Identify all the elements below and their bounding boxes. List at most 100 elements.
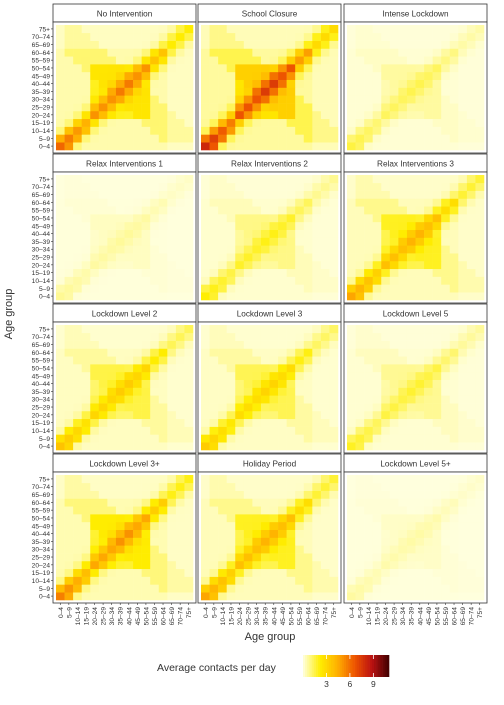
- heatmap-cell: [64, 418, 74, 427]
- heatmap-cell: [355, 371, 365, 380]
- heatmap-cell: [424, 475, 433, 484]
- heatmap-cell: [124, 237, 134, 246]
- heatmap-cell: [415, 340, 425, 349]
- heatmap-cell: [389, 514, 399, 523]
- heatmap-cell: [158, 268, 168, 277]
- heatmap-cell: [424, 260, 433, 270]
- heatmap-cell: [260, 584, 270, 593]
- heatmap-cell: [218, 418, 227, 427]
- heatmap-cell: [64, 95, 74, 104]
- heatmap-cell: [278, 79, 287, 88]
- heatmap-cell: [115, 48, 125, 57]
- heatmap-cell: [381, 475, 391, 484]
- heatmap-cell: [347, 134, 356, 143]
- heatmap-cell: [329, 32, 339, 41]
- heatmap-cell: [243, 276, 253, 285]
- heatmap-cell: [432, 103, 442, 112]
- heatmap-cell: [158, 592, 168, 601]
- heatmap-cell: [184, 545, 194, 554]
- heatmap-cell: [64, 332, 74, 341]
- heatmap-cell: [243, 514, 253, 523]
- heatmap-cell: [201, 260, 210, 270]
- heatmap-cell: [432, 514, 442, 523]
- heatmap-cell: [184, 198, 194, 207]
- heatmap-cell: [115, 553, 125, 562]
- heatmap-cell: [278, 553, 287, 562]
- heatmap-cell: [201, 364, 210, 373]
- x-tick-label: 5–9: [66, 607, 73, 618]
- heatmap-cell: [235, 276, 245, 285]
- heatmap-cell: [56, 568, 65, 577]
- legend-color-step: [352, 655, 355, 677]
- heatmap-cell: [398, 198, 408, 207]
- x-tick-label: 55–59: [297, 607, 304, 626]
- heatmap-cell: [329, 175, 339, 184]
- heatmap-cell: [201, 103, 210, 112]
- heatmap-cell: [115, 568, 125, 577]
- heatmap-cell: [243, 292, 253, 301]
- heatmap-cell: [303, 332, 313, 341]
- heatmap-cell: [141, 56, 151, 65]
- heatmap-cell: [303, 284, 313, 293]
- heatmap-cell: [449, 529, 459, 538]
- heatmap-cell: [295, 325, 305, 334]
- heatmap-cell: [90, 545, 100, 554]
- heatmap-cell: [115, 198, 125, 207]
- y-tick-label: 30–34: [32, 97, 51, 104]
- heatmap-cell: [415, 134, 425, 143]
- heatmap-cell: [364, 568, 373, 577]
- heatmap-cell: [355, 356, 365, 365]
- heatmap-cell: [73, 182, 82, 191]
- heatmap-cell: [167, 40, 177, 49]
- heatmap-cell: [252, 64, 262, 73]
- heatmap-cell: [133, 103, 142, 112]
- heatmap-cell: [252, 198, 262, 207]
- heatmap-cell: [243, 506, 253, 515]
- heatmap-cell: [320, 332, 330, 341]
- heatmap-cell: [329, 442, 339, 451]
- heatmap-cell: [398, 568, 408, 577]
- heatmap-cell: [441, 79, 451, 88]
- heatmap-cell: [260, 110, 270, 120]
- heatmap-cell: [115, 260, 125, 270]
- x-tick-label: 70–74: [178, 607, 185, 626]
- heatmap-cell: [458, 48, 468, 57]
- heatmap-cell: [90, 229, 100, 238]
- heatmap-cell: [415, 325, 425, 334]
- heatmap-cell: [56, 348, 65, 357]
- heatmap-cell: [475, 95, 485, 104]
- panel: No Intervention0–45–910–1415–1920–2425–2…: [32, 3, 197, 154]
- heatmap-cell: [424, 142, 433, 151]
- heatmap-cell: [278, 332, 287, 341]
- x-tick-label: 10–14: [366, 607, 373, 626]
- heatmap-cell: [64, 584, 74, 593]
- heatmap-cell: [56, 64, 65, 73]
- heatmap-cell: [201, 182, 210, 191]
- heatmap-cell: [175, 175, 185, 184]
- panel: Lockdown Level 5+0–4 5–9 10–14 15–19 20–24 25…: [343, 453, 488, 626]
- heatmap-cell: [226, 237, 236, 246]
- heatmap-cell: [81, 48, 91, 57]
- heatmap-cell: [406, 198, 416, 207]
- heatmap-cell: [141, 276, 151, 285]
- heatmap-cell: [260, 284, 270, 293]
- heatmap-cell: [278, 426, 287, 435]
- heatmap-cell: [295, 584, 305, 593]
- heatmap-cell: [389, 190, 399, 199]
- y-tick-label: 40–44: [32, 381, 51, 388]
- y-tick-label: 10–14: [32, 578, 51, 585]
- heatmap-cell: [81, 521, 91, 530]
- heatmap-cell: [449, 418, 459, 427]
- heatmap-cell: [81, 284, 91, 293]
- heatmap-cell: [115, 584, 125, 593]
- heatmap-cell: [90, 529, 100, 538]
- heatmap-cell: [372, 260, 382, 270]
- heatmap-cell: [260, 537, 270, 546]
- heatmap-cell: [441, 118, 451, 127]
- heatmap-cell: [415, 32, 425, 41]
- heatmap-cell: [64, 482, 74, 491]
- heatmap-cell: [286, 276, 296, 285]
- heatmap-cell: [432, 553, 442, 562]
- heatmap-cell: [286, 592, 296, 601]
- heatmap-cell: [295, 198, 305, 207]
